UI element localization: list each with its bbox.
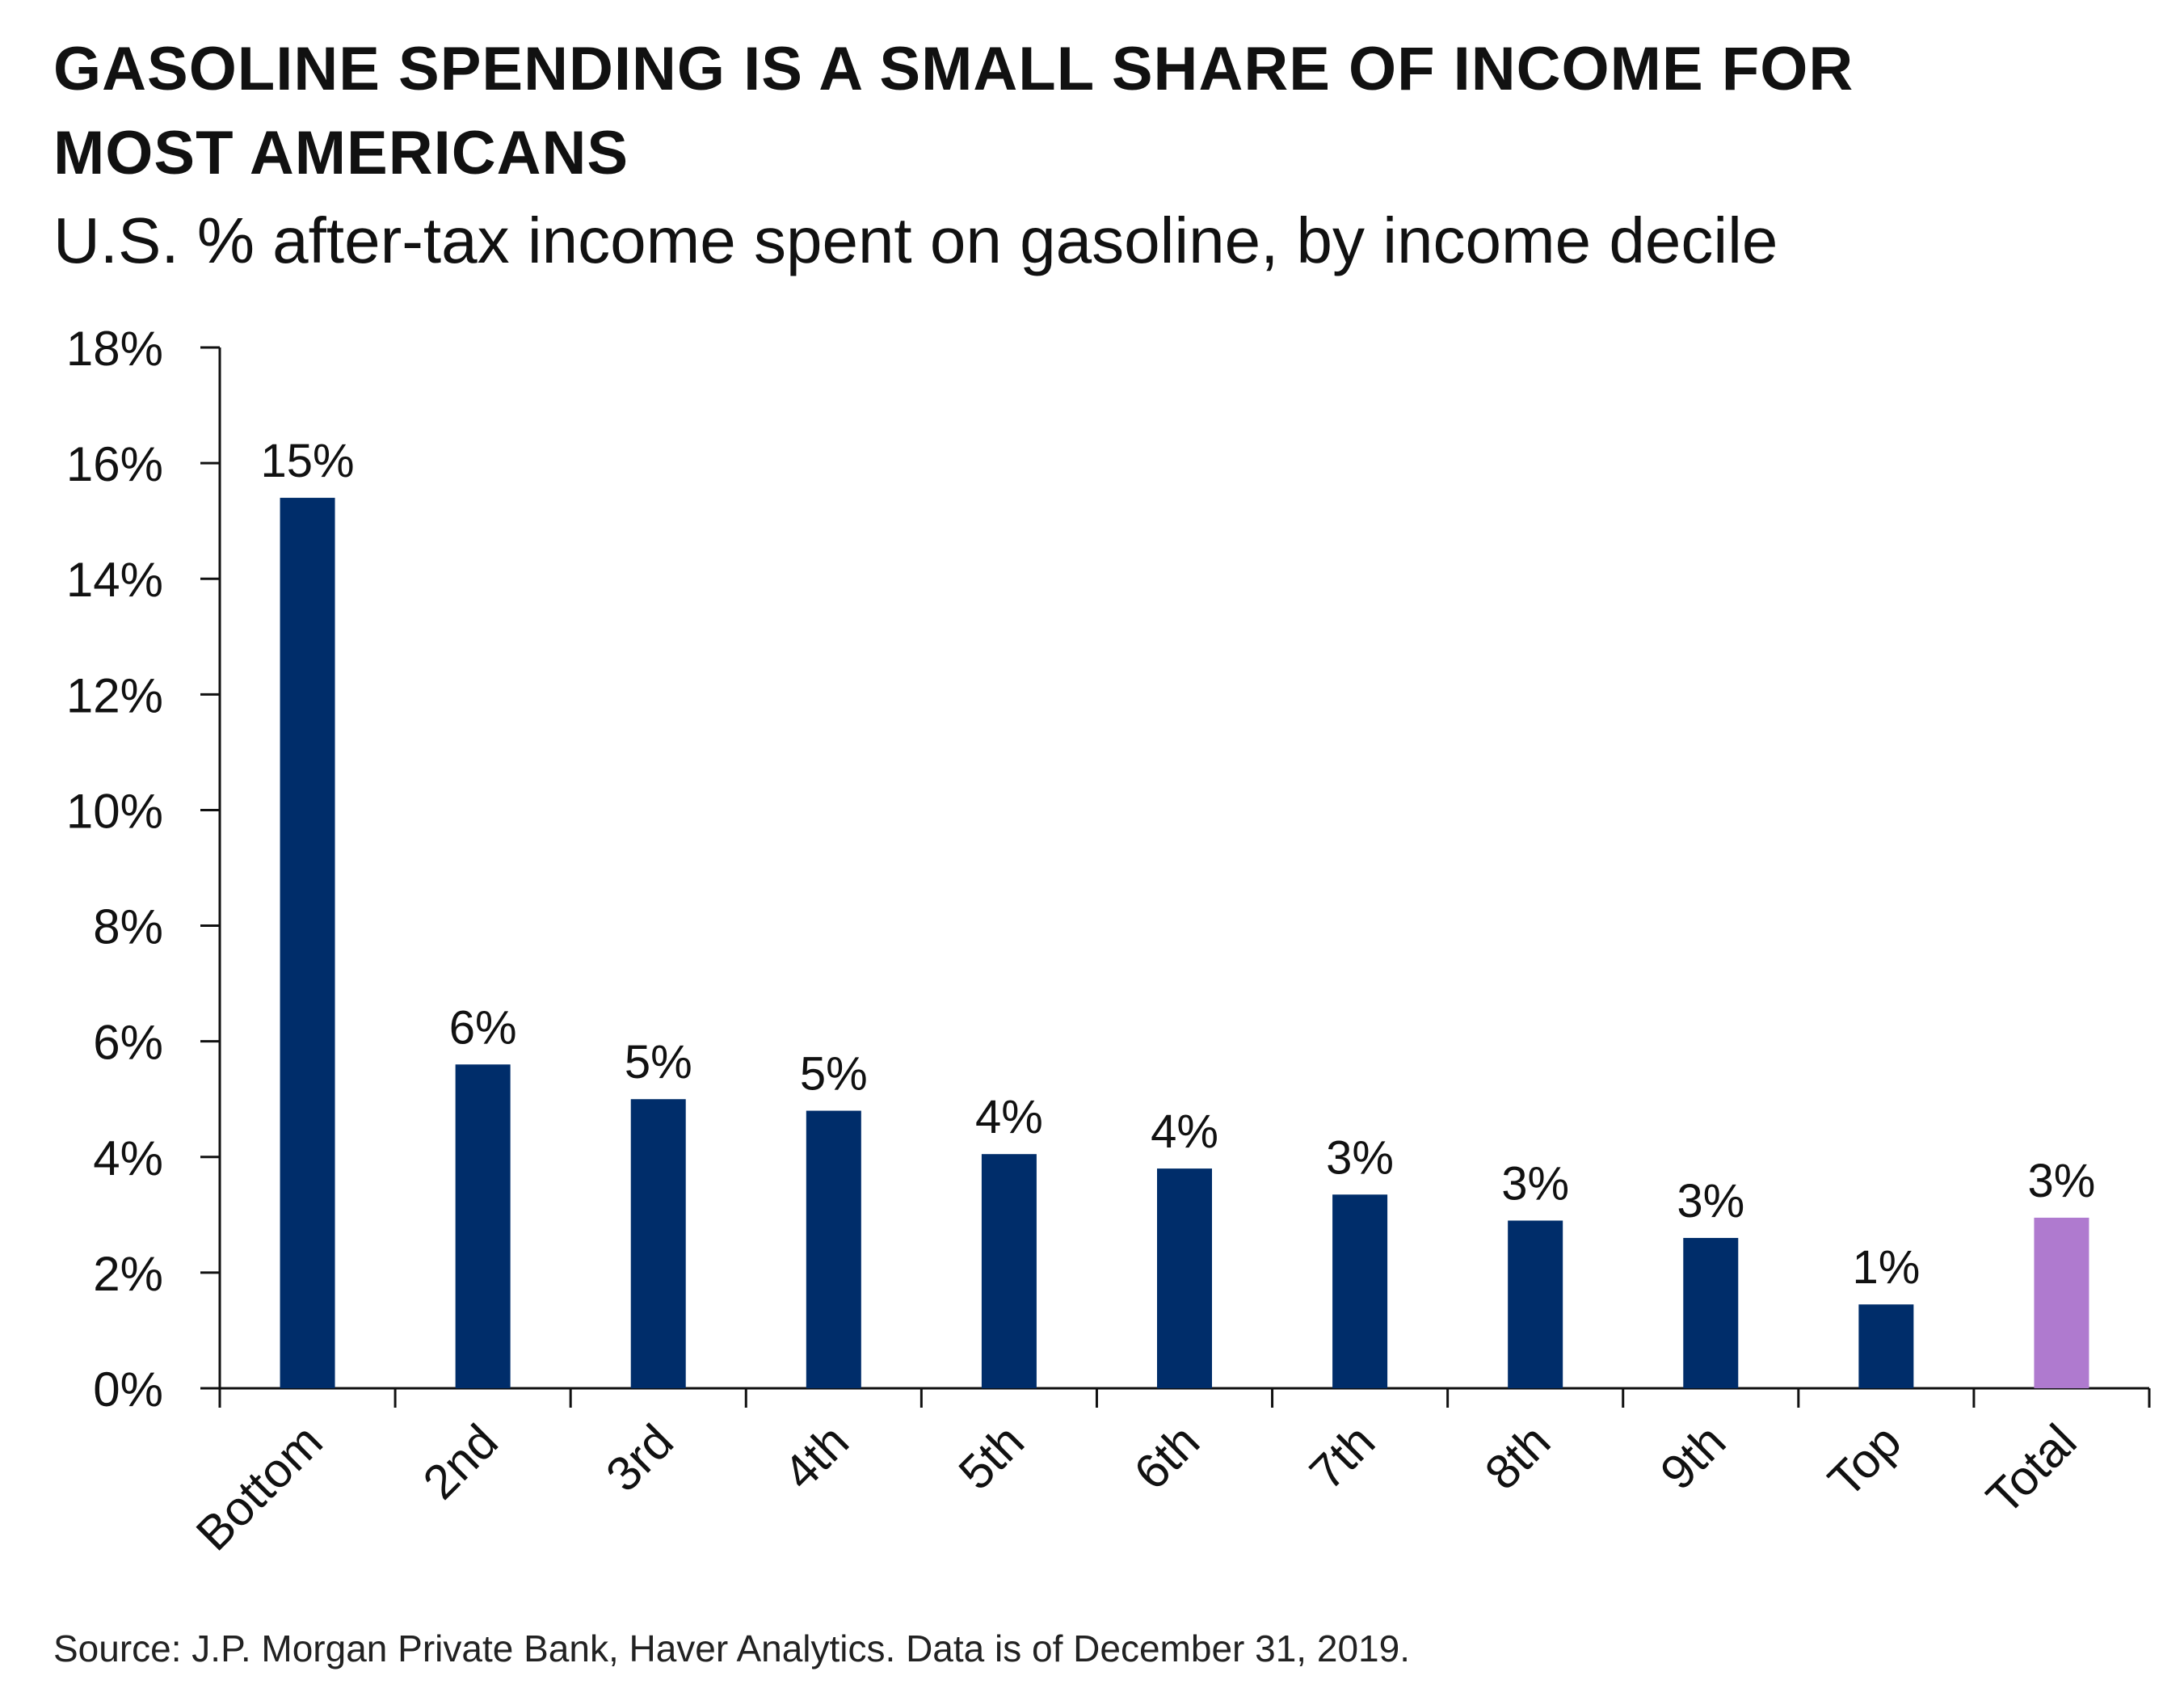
data-label: 3% bbox=[2028, 1155, 2096, 1207]
bar-6th bbox=[1157, 1168, 1212, 1388]
bar-top bbox=[1858, 1304, 1914, 1388]
bar-2nd bbox=[455, 1064, 511, 1388]
data-label: 6% bbox=[449, 1001, 517, 1054]
bar-5th bbox=[981, 1154, 1037, 1388]
bar-7th bbox=[1332, 1194, 1388, 1388]
data-labels: 15% 6% 5% 5% 4% 4% 3% 3% 3% 1% 3% bbox=[260, 435, 2095, 1294]
chart-subtitle: U.S. % after-tax income spent on gasolin… bbox=[53, 204, 1778, 276]
x-tick-label: 7th bbox=[1299, 1414, 1385, 1500]
x-tick-label: 2nd bbox=[413, 1414, 508, 1509]
y-tick-label: 2% bbox=[93, 1247, 163, 1301]
bar-9th bbox=[1683, 1237, 1739, 1388]
bar-total bbox=[2034, 1217, 2089, 1388]
data-label: 3% bbox=[1501, 1157, 1569, 1210]
x-tick-label: 6th bbox=[1124, 1414, 1210, 1500]
bar-8th bbox=[1508, 1220, 1563, 1388]
bar-3rd bbox=[630, 1099, 686, 1388]
x-axis: Bottom 2nd 3rd 4th 5th 6th 7th 8th 9th Top Total bbox=[186, 1387, 2151, 1561]
data-label: 4% bbox=[1151, 1105, 1218, 1158]
data-label: 4% bbox=[975, 1091, 1043, 1143]
x-tick-label: Total bbox=[1976, 1414, 2087, 1525]
bars bbox=[280, 498, 2089, 1388]
y-tick-label: 8% bbox=[93, 900, 163, 954]
y-tick-label: 6% bbox=[93, 1016, 163, 1070]
data-label: 15% bbox=[260, 435, 354, 487]
source-note: Source: J.P. Morgan Private Bank, Haver … bbox=[53, 1627, 1410, 1669]
data-label: 5% bbox=[800, 1048, 868, 1101]
y-axis: 0% 2% 4% 6% 8% 10% 12% 14% 16% 18% bbox=[66, 322, 221, 1417]
x-tick-label: 8th bbox=[1475, 1414, 1560, 1500]
x-tick-label: 3rd bbox=[595, 1414, 684, 1502]
bar-bottom bbox=[280, 498, 335, 1388]
y-tick-label: 14% bbox=[66, 553, 163, 607]
bar-4th bbox=[806, 1110, 861, 1388]
y-tick-label: 4% bbox=[93, 1131, 163, 1185]
data-label: 1% bbox=[1852, 1241, 1920, 1294]
x-tick-label: Bottom bbox=[186, 1414, 333, 1561]
data-label: 3% bbox=[1326, 1131, 1394, 1184]
y-tick-label: 0% bbox=[93, 1362, 163, 1417]
y-tick-label: 10% bbox=[66, 784, 163, 838]
x-tick-label: Top bbox=[1818, 1414, 1912, 1508]
chart-title: GASOLINE SPENDING IS A SMALL SHARE OF IN… bbox=[53, 35, 1854, 187]
x-tick-label: 9th bbox=[1650, 1414, 1736, 1500]
x-tick-label: 5th bbox=[949, 1414, 1034, 1500]
x-tick-label: 4th bbox=[773, 1414, 859, 1500]
data-label: 5% bbox=[625, 1036, 692, 1088]
y-tick-label: 18% bbox=[66, 322, 163, 376]
y-tick-label: 16% bbox=[66, 437, 163, 491]
data-label: 3% bbox=[1677, 1175, 1744, 1227]
y-tick-label: 12% bbox=[66, 668, 163, 722]
